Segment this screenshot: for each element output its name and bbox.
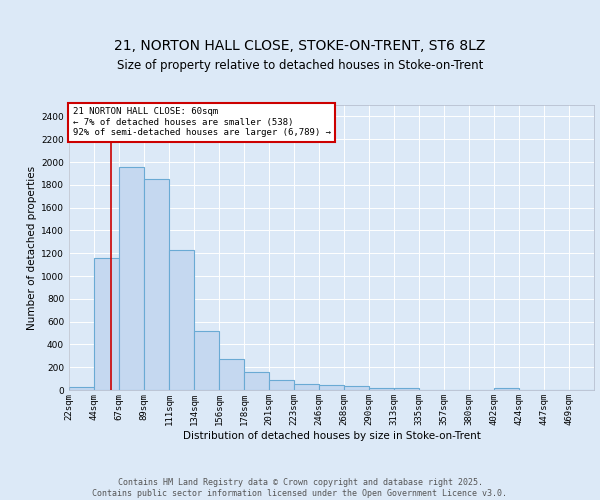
Bar [244, 372, 269, 390]
Bar [194, 332, 219, 390]
Bar [69, 387, 94, 390]
Text: 21, NORTON HALL CLOSE, STOKE-ON-TRENT, ST6 8LZ: 21, NORTON HALL CLOSE, STOKE-ON-TRENT, S… [115, 38, 485, 52]
Bar [394, 388, 419, 390]
Bar [144, 179, 169, 390]
Bar [344, 386, 369, 390]
Bar [169, 250, 194, 390]
Y-axis label: Number of detached properties: Number of detached properties [27, 166, 37, 330]
Bar [269, 380, 294, 390]
Text: 21 NORTON HALL CLOSE: 60sqm
← 7% of detached houses are smaller (538)
92% of sem: 21 NORTON HALL CLOSE: 60sqm ← 7% of deta… [73, 107, 331, 137]
Bar [294, 384, 319, 390]
Bar [319, 386, 344, 390]
Bar [119, 166, 144, 390]
Bar [494, 388, 519, 390]
X-axis label: Distribution of detached houses by size in Stoke-on-Trent: Distribution of detached houses by size … [182, 430, 481, 440]
Bar [219, 358, 244, 390]
Bar [94, 258, 119, 390]
Text: Size of property relative to detached houses in Stoke-on-Trent: Size of property relative to detached ho… [117, 60, 483, 72]
Text: Contains HM Land Registry data © Crown copyright and database right 2025.
Contai: Contains HM Land Registry data © Crown c… [92, 478, 508, 498]
Bar [369, 388, 394, 390]
